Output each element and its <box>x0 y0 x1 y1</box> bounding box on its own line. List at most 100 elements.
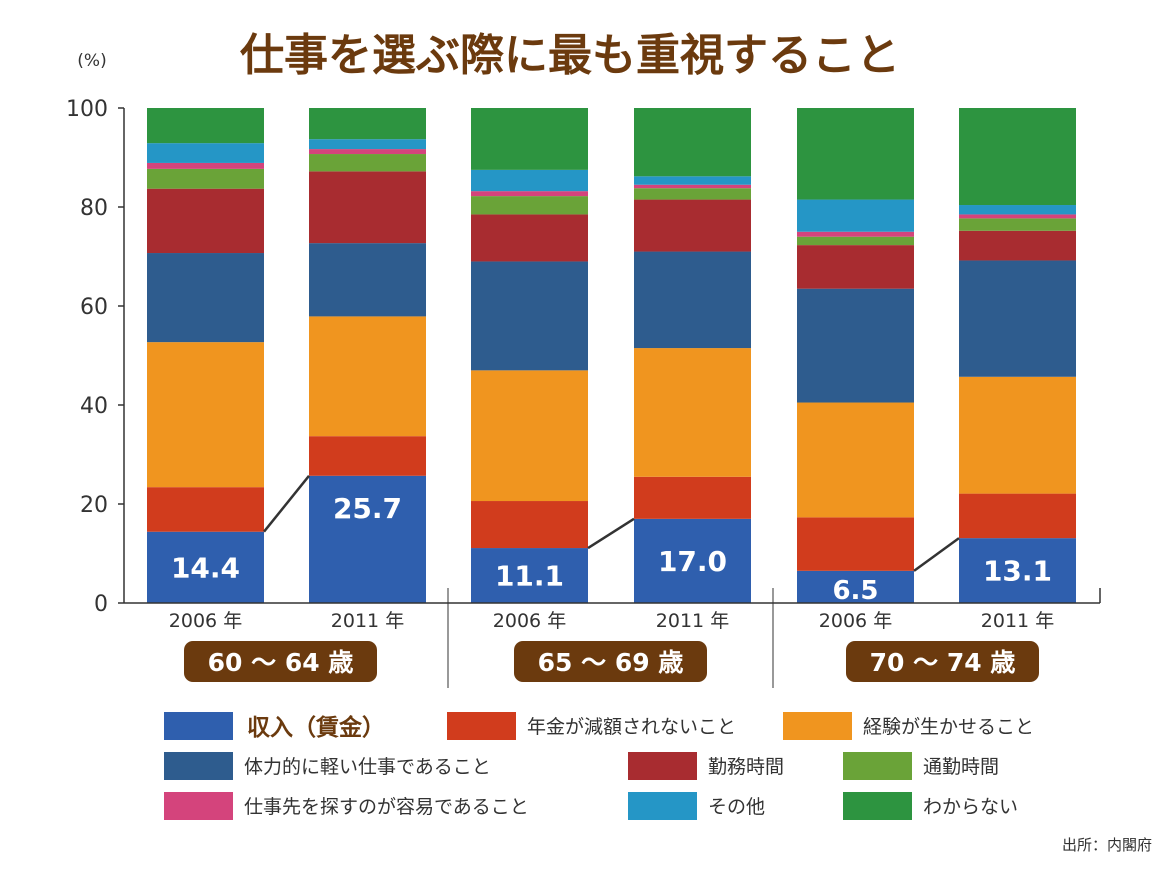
bar-segment-4-1 <box>309 171 426 244</box>
legend-label: 仕事先を探すのが容易であること <box>244 796 529 818</box>
bar-segment-5-2 <box>471 196 588 215</box>
bar-segment-7-1 <box>309 139 426 150</box>
bar-segment-5-1 <box>309 154 426 172</box>
legend-label: 勤務時間 <box>708 756 784 778</box>
legend-swatch <box>628 752 697 780</box>
bar-segment-4-2 <box>471 214 588 262</box>
bars-layer <box>147 108 1076 603</box>
legend-swatch <box>783 712 852 740</box>
axes <box>123 108 1101 688</box>
bar-segment-1-5 <box>959 493 1076 539</box>
legend-swatch <box>843 752 912 780</box>
bar-segment-1-0 <box>147 487 264 532</box>
bar-segment-7-3 <box>634 176 751 185</box>
bar-segment-1-4 <box>797 517 914 571</box>
bar-segment-3-3 <box>634 251 751 349</box>
legend-swatch <box>164 792 233 820</box>
bar-segment-8-0 <box>147 108 264 144</box>
group-label: 65 〜 69 歳 <box>538 648 684 677</box>
bar-segment-0-5 <box>959 538 1076 603</box>
group-badge <box>184 641 377 682</box>
bar-segment-2-5 <box>959 376 1076 494</box>
bar-segment-4-3 <box>634 199 751 252</box>
bar-segment-6-2 <box>471 191 588 197</box>
x-category-label: 2006 年 <box>493 610 566 632</box>
bar-value-label: 25.7 <box>333 492 402 525</box>
x-category-label: 2006 年 <box>819 610 892 632</box>
bar-segment-6-4 <box>797 231 914 237</box>
bar-segment-0-3 <box>634 518 751 603</box>
y-tick-label: 80 <box>80 196 108 221</box>
legend-label: 体力的に軽い仕事であること <box>244 756 491 778</box>
bar-segment-0-0 <box>147 531 264 603</box>
group-badge <box>514 641 707 682</box>
bar-segment-5-0 <box>147 168 264 189</box>
bar-segment-3-2 <box>471 261 588 371</box>
legend-swatch <box>447 712 516 740</box>
x-category-label: 2011 年 <box>331 610 404 632</box>
bar-segment-8-2 <box>471 108 588 170</box>
group-label: 60 〜 64 歳 <box>208 648 354 677</box>
bar-segment-5-5 <box>959 218 1076 231</box>
x-category-label: 2011 年 <box>981 610 1054 632</box>
bar-segment-2-4 <box>797 402 914 518</box>
bar-value-label: 13.1 <box>983 555 1052 588</box>
y-axis-ticks: 0 20 40 60 80 100 <box>66 97 124 617</box>
bar-segment-8-3 <box>634 108 751 177</box>
bar-segment-8-1 <box>309 108 426 140</box>
connector-line <box>587 517 635 550</box>
bar-value-label: 17.0 <box>658 545 727 578</box>
legend-swatch <box>164 712 233 740</box>
legend-label: わからない <box>923 796 1018 818</box>
legend-swatch <box>164 752 233 780</box>
bar-segment-4-5 <box>959 230 1076 261</box>
connector-line <box>263 475 310 533</box>
bar-segment-7-2 <box>471 169 588 192</box>
legend-swatch <box>843 792 912 820</box>
source-note: 出所：内閣府 <box>1062 836 1152 854</box>
bar-segment-2-0 <box>147 342 264 488</box>
bar-segment-4-4 <box>797 245 914 289</box>
legend-swatch <box>628 792 697 820</box>
bar-value-label: 14.4 <box>171 551 240 584</box>
bar-segment-3-5 <box>959 260 1076 377</box>
bar-segment-3-1 <box>309 243 426 317</box>
bar-segment-0-2 <box>471 548 588 603</box>
legend-label: 収入（賃金） <box>247 714 385 741</box>
bar-segment-7-4 <box>797 199 914 232</box>
bar-segment-2-2 <box>471 370 588 502</box>
bar-segment-5-4 <box>797 236 914 246</box>
y-tick-label: 0 <box>94 592 108 617</box>
bar-value-labels: 14.4 25.7 11.1 17.0 6.5 13.1 <box>171 492 1052 606</box>
y-tick-label: 20 <box>80 493 108 518</box>
bar-value-label: 11.1 <box>495 560 564 593</box>
bar-segment-0-1 <box>309 475 426 603</box>
x-category-label: 2011 年 <box>656 610 729 632</box>
bar-segment-3-4 <box>797 288 914 403</box>
legend-label: 経験が生かせること <box>863 716 1034 738</box>
bar-value-label: 6.5 <box>832 576 878 606</box>
chart-title: 仕事を選ぶ際に最も重視すること <box>240 30 900 81</box>
bar-segment-6-0 <box>147 162 264 169</box>
bar-segment-4-0 <box>147 188 264 254</box>
x-axis-labels: 2006 年 2011 年 2006 年 2011 年 2006 年 2011 年 <box>169 610 1054 632</box>
bar-segment-8-5 <box>959 108 1076 206</box>
legend-label: 年金が減額されないこと <box>527 716 736 738</box>
legend-label: その他 <box>708 796 765 818</box>
connector-lines <box>263 475 960 572</box>
y-axis-unit: (%) <box>77 51 106 71</box>
bar-segment-1-3 <box>634 476 751 519</box>
bar-segment-8-4 <box>797 108 914 200</box>
bar-segment-0-4 <box>797 570 914 603</box>
bar-segment-7-5 <box>959 205 1076 215</box>
legend-label: 通勤時間 <box>923 756 999 778</box>
bar-segment-5-3 <box>634 188 751 200</box>
bar-segment-6-1 <box>309 149 426 155</box>
bar-segment-6-5 <box>959 214 1076 219</box>
bar-segment-3-0 <box>147 253 264 343</box>
bar-segment-2-1 <box>309 316 426 437</box>
group-label: 70 〜 74 歳 <box>870 648 1016 677</box>
bar-segment-7-0 <box>147 143 264 163</box>
